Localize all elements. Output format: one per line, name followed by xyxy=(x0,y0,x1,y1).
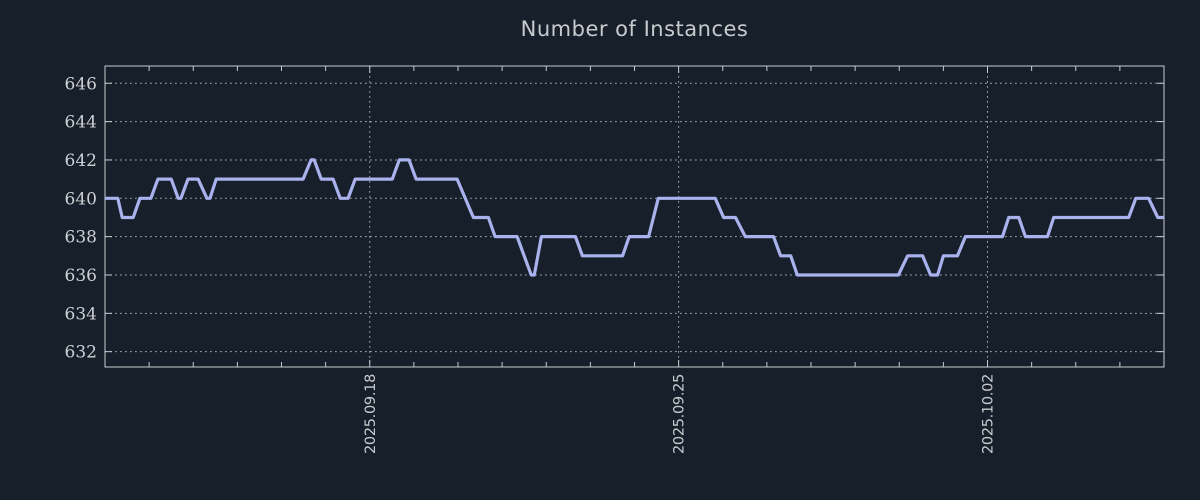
x-tick-label: 2025.10.02 xyxy=(981,374,997,454)
y-tick-label: 640 xyxy=(65,189,97,209)
y-tick-label: 644 xyxy=(65,113,97,133)
x-tick-label: 2025.09.18 xyxy=(363,374,379,454)
y-tick-label: 638 xyxy=(65,228,97,248)
y-tick-label: 632 xyxy=(65,343,97,363)
y-tick-label: 646 xyxy=(65,74,97,94)
x-tick-label: 2025.09.25 xyxy=(672,374,688,454)
y-tick-label: 636 xyxy=(65,266,97,286)
series-line xyxy=(105,158,1164,277)
y-tick-label: 642 xyxy=(65,151,97,171)
y-tick-label: 634 xyxy=(65,304,97,324)
chart-title: Number of Instances xyxy=(520,17,749,41)
plot-border xyxy=(104,65,1165,368)
